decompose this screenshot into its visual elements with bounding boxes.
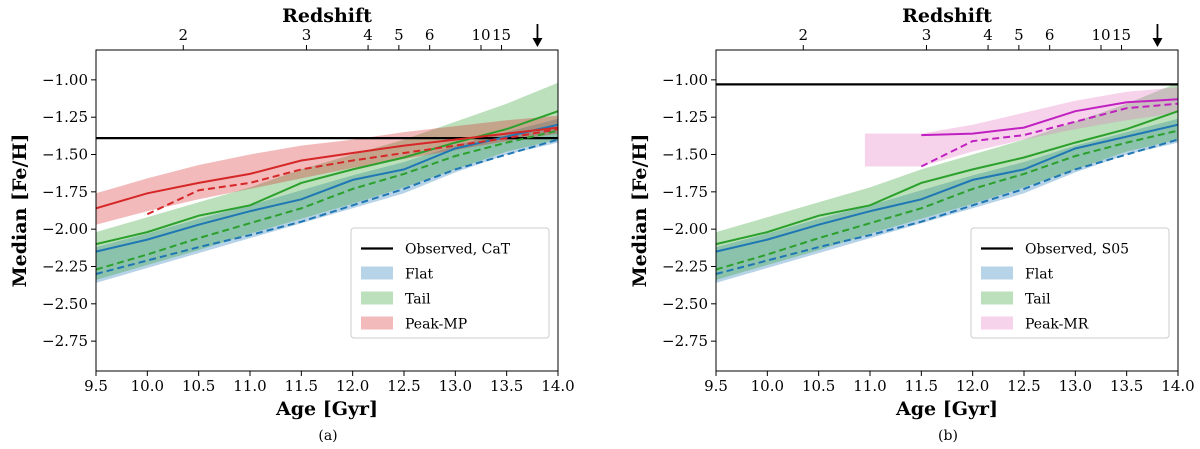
legend-swatch-band bbox=[361, 266, 393, 280]
series-flat-median bbox=[715, 123, 1179, 253]
y-tick-label: −2.00 bbox=[662, 220, 708, 238]
legend-swatch-band bbox=[981, 291, 1013, 305]
x-tick-label: 10.0 bbox=[131, 377, 164, 395]
y-tick-label: −1.25 bbox=[42, 108, 88, 126]
panel-b: 9.5 10.0 10.5 11.0 11.5 12.0 12.5 13.0 13.5 14.0 −… bbox=[629, 5, 1195, 444]
series-peak-mp-dashed bbox=[146, 128, 559, 216]
legend-label: Tail bbox=[1025, 292, 1051, 308]
plot-frame bbox=[95, 49, 559, 372]
y-tick-label: −2.50 bbox=[42, 295, 88, 313]
x-tick-label: 13.0 bbox=[439, 377, 472, 395]
redshift-tick-label: 15 bbox=[1112, 26, 1131, 44]
series-tail-dashed bbox=[715, 129, 1179, 271]
y-tick-label: −1.50 bbox=[662, 146, 708, 164]
x-tick-label: 10.5 bbox=[802, 377, 835, 395]
panel-caption: (a) bbox=[318, 428, 337, 444]
series-flat-dashed bbox=[715, 138, 1179, 275]
x-axis-title: Age [Gyr] bbox=[895, 398, 998, 420]
x-tick-label: 12.0 bbox=[336, 377, 369, 395]
legend-label: Flat bbox=[405, 267, 434, 283]
x-tick-label: 14.0 bbox=[1161, 377, 1194, 395]
x-tick-label: 11.5 bbox=[285, 377, 318, 395]
x-tick-label: 14.0 bbox=[541, 377, 574, 395]
y-tick-label: −2.50 bbox=[662, 295, 708, 313]
top-axis-title: Redshift bbox=[282, 5, 372, 27]
redshift-tick-label: 2 bbox=[178, 26, 188, 44]
x-tick-label: 13.5 bbox=[490, 377, 523, 395]
redshift-tick-label: 15 bbox=[492, 26, 511, 44]
legend-box bbox=[970, 227, 1170, 339]
redshift-tick-label: 6 bbox=[425, 26, 435, 44]
redshift-tick-label: 3 bbox=[922, 26, 932, 44]
legend-box bbox=[350, 227, 550, 339]
redshift-tick-label: 3 bbox=[302, 26, 312, 44]
y-tick-label: −2.75 bbox=[662, 332, 708, 350]
band-tail bbox=[716, 82, 1178, 280]
redshift-tick-label: 6 bbox=[1045, 26, 1055, 44]
y-tick-label: −1.75 bbox=[42, 183, 88, 201]
panel-caption: (b) bbox=[938, 428, 958, 444]
y-tick-label: −2.00 bbox=[42, 220, 88, 238]
legend-swatch-band bbox=[981, 316, 1013, 330]
series-peak-mr-median bbox=[921, 98, 1179, 137]
x-tick-label: 9.5 bbox=[704, 377, 728, 395]
x-tick-label: 10.0 bbox=[751, 377, 784, 395]
legend-label: Observed, CaT bbox=[405, 242, 511, 258]
x-tick-label: 11.0 bbox=[233, 377, 266, 395]
x-tick-label: 11.5 bbox=[905, 377, 938, 395]
legend-swatch-band bbox=[361, 291, 393, 305]
arrow-head bbox=[532, 38, 543, 47]
series-peak-mr-dashed bbox=[920, 102, 1179, 168]
x-tick-label: 12.5 bbox=[1007, 377, 1040, 395]
series-flat-dashed bbox=[95, 138, 559, 275]
redshift-tick-label: 5 bbox=[394, 26, 404, 44]
redshift-tick-label: 10 bbox=[1091, 26, 1110, 44]
x-tick-label: 9.5 bbox=[84, 377, 108, 395]
legend-swatch-band bbox=[361, 316, 393, 330]
legend-label: Peak-MP bbox=[405, 317, 467, 333]
series-tail-median bbox=[715, 110, 1179, 246]
legend-label: Peak-MR bbox=[1025, 317, 1089, 333]
redshift-tick-label: 2 bbox=[798, 26, 808, 44]
y-tick-label: −1.50 bbox=[42, 146, 88, 164]
x-tick-label: 12.5 bbox=[387, 377, 420, 395]
top-axis-title: Redshift bbox=[902, 5, 992, 27]
x-tick-label: 10.5 bbox=[182, 377, 215, 395]
redshift-tick-label: 4 bbox=[363, 26, 373, 44]
y-tick-label: −2.75 bbox=[42, 332, 88, 350]
x-tick-label: 13.5 bbox=[1110, 377, 1143, 395]
band-peak-mp bbox=[96, 115, 558, 225]
series-peak-mp-median bbox=[95, 126, 559, 210]
arrow-head bbox=[1152, 38, 1163, 47]
y-tick-label: −2.25 bbox=[42, 257, 88, 275]
redshift-tick-label: 5 bbox=[1014, 26, 1024, 44]
x-axis-title: Age [Gyr] bbox=[275, 398, 378, 420]
series-tail-dashed bbox=[95, 129, 559, 271]
y-tick-label: −1.25 bbox=[662, 108, 708, 126]
panel-a: 9.5 10.0 10.5 11.0 11.5 12.0 12.5 13.0 13.5 14.0 −… bbox=[9, 5, 575, 444]
redshift-tick-label: 10 bbox=[471, 26, 490, 44]
y-axis-title: Median [Fe/H] bbox=[629, 134, 651, 288]
legend-label: Observed, S05 bbox=[1025, 242, 1129, 258]
y-axis-title: Median [Fe/H] bbox=[9, 134, 31, 288]
x-tick-label: 13.0 bbox=[1059, 377, 1092, 395]
legend-swatch-band bbox=[981, 266, 1013, 280]
legend-label: Tail bbox=[405, 292, 431, 308]
x-tick-label: 12.0 bbox=[956, 377, 989, 395]
plot-frame bbox=[715, 49, 1179, 372]
band-tail bbox=[96, 82, 558, 280]
y-tick-label: −1.00 bbox=[42, 71, 88, 89]
y-tick-label: −2.25 bbox=[662, 257, 708, 275]
y-tick-label: −1.75 bbox=[662, 183, 708, 201]
y-tick-label: −1.00 bbox=[662, 71, 708, 89]
legend-label: Flat bbox=[1025, 267, 1054, 283]
redshift-tick-label: 4 bbox=[983, 26, 993, 44]
x-tick-label: 11.0 bbox=[853, 377, 886, 395]
